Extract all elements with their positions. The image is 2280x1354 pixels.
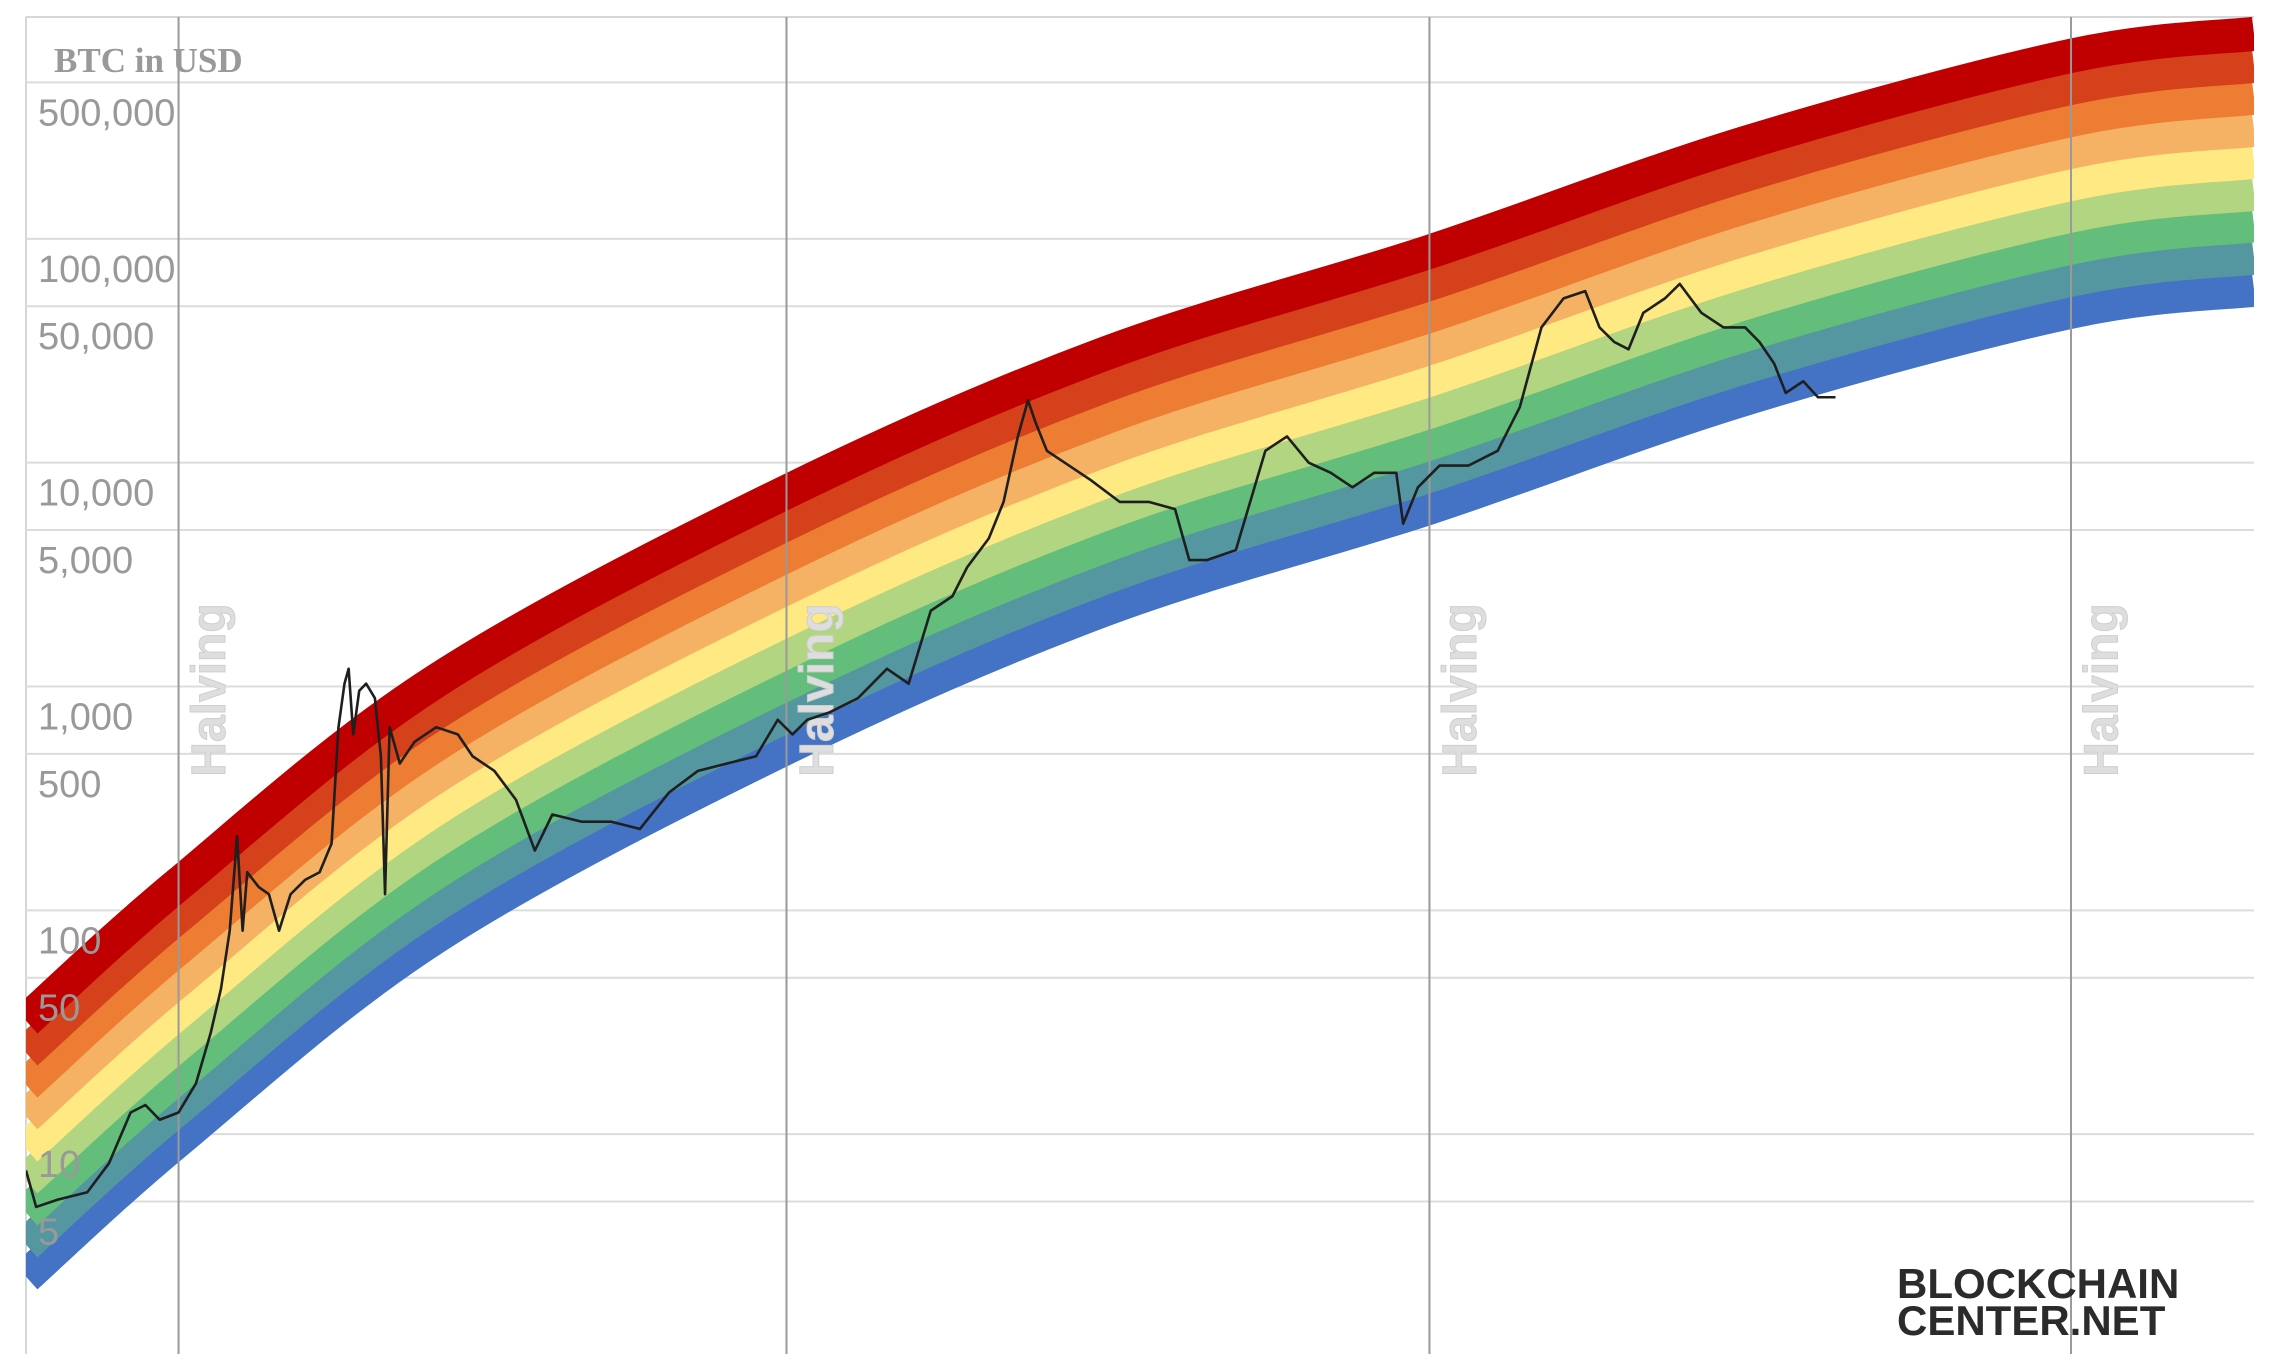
rainbow-band	[26, 17, 2254, 1034]
rainbow-band	[26, 208, 2254, 1226]
halving-lines	[177, 17, 2073, 1354]
halving-label: Halving	[1434, 603, 1487, 776]
rainbow-band	[26, 240, 2254, 1258]
rainbow-band	[26, 272, 2254, 1290]
labels: Halving Halving Halving Halving 5 10 50 100 500 1…	[38, 92, 2129, 1253]
y-tick-label: 500	[38, 764, 101, 806]
axis-title: BTC in USD	[54, 41, 243, 80]
rainbow-band	[26, 176, 2254, 1194]
rainbow-band	[26, 144, 2254, 1162]
y-tick-label: 50	[38, 988, 80, 1030]
y-tick-label: 100	[38, 920, 101, 962]
y-tick-label: 100,000	[38, 249, 175, 291]
y-tick-label: 500,000	[38, 92, 175, 134]
halving-label: Halving	[2076, 603, 2129, 776]
y-tick-label: 10	[38, 1144, 80, 1186]
halving-label: Halving	[791, 603, 844, 776]
halving-label: Halving	[183, 603, 236, 776]
rainbow-band	[26, 48, 2254, 1066]
rainbow-band	[26, 80, 2254, 1098]
rainbow-bands	[26, 17, 2254, 1290]
rainbow-band	[26, 112, 2254, 1130]
watermark: BLOCKCHAIN	[1897, 1260, 2179, 1307]
price-line	[26, 282, 1836, 1209]
y-tick-label: 10,000	[38, 473, 154, 515]
y-tick-label: 5	[38, 1212, 59, 1254]
price-line	[26, 282, 1836, 1209]
watermark: CENTER.NET	[1897, 1297, 2166, 1344]
y-tick-label: 1,000	[38, 697, 133, 739]
y-tick-label: 5,000	[38, 540, 133, 582]
y-tick-label: 50,000	[38, 316, 154, 358]
